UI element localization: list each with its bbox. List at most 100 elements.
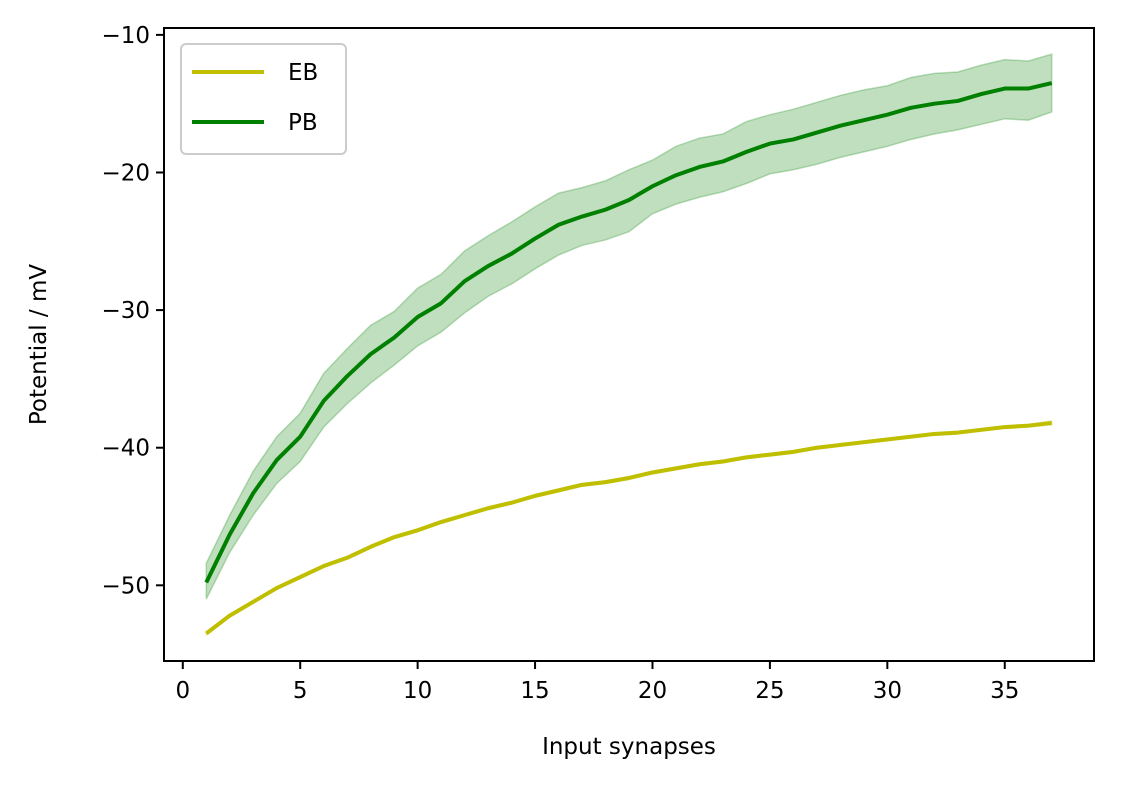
data-point-eb	[675, 468, 676, 469]
data-point-eb	[957, 432, 958, 433]
data-point-eb	[276, 588, 277, 589]
data-point-pb	[1051, 83, 1052, 84]
data-point-eb	[464, 515, 465, 516]
series-line-eb	[205, 420, 1052, 636]
legend: EB PB	[180, 43, 347, 155]
data-point-pb	[699, 166, 700, 167]
data-point-pb	[863, 120, 864, 121]
data-point-pb	[417, 316, 418, 317]
data-point-eb	[1028, 425, 1029, 426]
data-point-pb	[276, 460, 277, 461]
data-point-eb	[206, 633, 207, 634]
y-tick-label: −20	[101, 160, 150, 186]
data-point-eb	[1004, 427, 1005, 428]
data-point-eb	[863, 442, 864, 443]
y-axis-label: Potential / mV	[26, 264, 52, 426]
series-line-pb	[204, 81, 1053, 584]
data-point-eb	[816, 447, 817, 448]
data-point-eb	[535, 495, 536, 496]
x-axis-ticks: 0 5 10 15 20 25 30 35	[175, 661, 1019, 704]
data-point-eb	[840, 444, 841, 445]
data-point-pb	[394, 337, 395, 338]
data-point-pb	[675, 175, 676, 176]
data-point-eb	[769, 454, 770, 455]
data-point-eb	[1051, 422, 1052, 423]
legend-label-pb: PB	[288, 110, 318, 136]
data-point-pb	[769, 143, 770, 144]
data-point-eb	[605, 482, 606, 483]
x-tick-label: 30	[873, 678, 902, 704]
y-tick-label: −10	[101, 23, 150, 49]
y-tick-label: −40	[101, 436, 150, 462]
data-point-eb	[441, 522, 442, 523]
data-point-eb	[417, 530, 418, 531]
x-tick-label: 20	[638, 678, 667, 704]
data-point-pb	[887, 114, 888, 115]
y-tick-label: −30	[101, 298, 150, 324]
data-point-eb	[981, 429, 982, 430]
data-point-eb	[722, 461, 723, 462]
legend-label-eb: EB	[288, 60, 318, 86]
x-tick-label: 25	[755, 678, 784, 704]
data-point-eb	[394, 537, 395, 538]
data-point-pb	[1028, 88, 1029, 89]
data-point-eb	[558, 490, 559, 491]
x-tick-label: 0	[175, 678, 190, 704]
data-point-pb	[253, 493, 254, 494]
data-point-pb	[910, 107, 911, 108]
plot-frame	[163, 27, 1095, 662]
data-point-pb	[1004, 88, 1005, 89]
data-point-pb	[488, 266, 489, 267]
data-point-eb	[488, 508, 489, 509]
data-point-pb	[206, 582, 207, 583]
data-point-pb	[229, 534, 230, 535]
data-point-eb	[934, 433, 935, 434]
data-point-pb	[323, 400, 324, 401]
data-point-pb	[582, 216, 583, 217]
x-tick-label: 35	[990, 678, 1019, 704]
x-tick-label: 10	[403, 678, 432, 704]
data-point-pb	[441, 303, 442, 304]
data-point-pb	[347, 376, 348, 377]
data-point-eb	[746, 457, 747, 458]
band-pb	[205, 53, 1053, 600]
data-point-eb	[347, 557, 348, 558]
data-point-pb	[746, 151, 747, 152]
data-point-pb	[934, 103, 935, 104]
data-point-pb	[957, 100, 958, 101]
data-point-pb	[300, 436, 301, 437]
data-point-eb	[652, 472, 653, 473]
data-point-eb	[910, 436, 911, 437]
data-point-eb	[699, 464, 700, 465]
data-point-pb	[981, 94, 982, 95]
y-axis-ticks: −50 −40 −30 −20 −10	[101, 23, 164, 599]
data-point-pb	[629, 200, 630, 201]
data-point-eb	[793, 451, 794, 452]
data-point-eb	[370, 546, 371, 547]
data-point-eb	[323, 566, 324, 567]
data-point-pb	[464, 281, 465, 282]
data-point-pb	[816, 132, 817, 133]
data-point-pb	[605, 209, 606, 210]
data-point-eb	[582, 484, 583, 485]
data-point-eb	[629, 477, 630, 478]
data-point-pb	[722, 161, 723, 162]
data-point-eb	[887, 439, 888, 440]
data-point-pb	[652, 186, 653, 187]
x-tick-label: 5	[293, 678, 308, 704]
y-tick-label: −50	[101, 573, 150, 599]
data-point-eb	[253, 601, 254, 602]
data-point-eb	[511, 502, 512, 503]
data-point-pb	[535, 238, 536, 239]
data-point-pb	[558, 224, 559, 225]
series-lines	[204, 81, 1053, 636]
data-point-pb	[793, 139, 794, 140]
data-point-pb	[511, 253, 512, 254]
data-point-pb	[840, 125, 841, 126]
x-tick-label: 15	[520, 678, 549, 704]
x-axis-label: Input synapses	[542, 734, 716, 760]
data-point-pb	[370, 354, 371, 355]
data-point-eb	[229, 615, 230, 616]
